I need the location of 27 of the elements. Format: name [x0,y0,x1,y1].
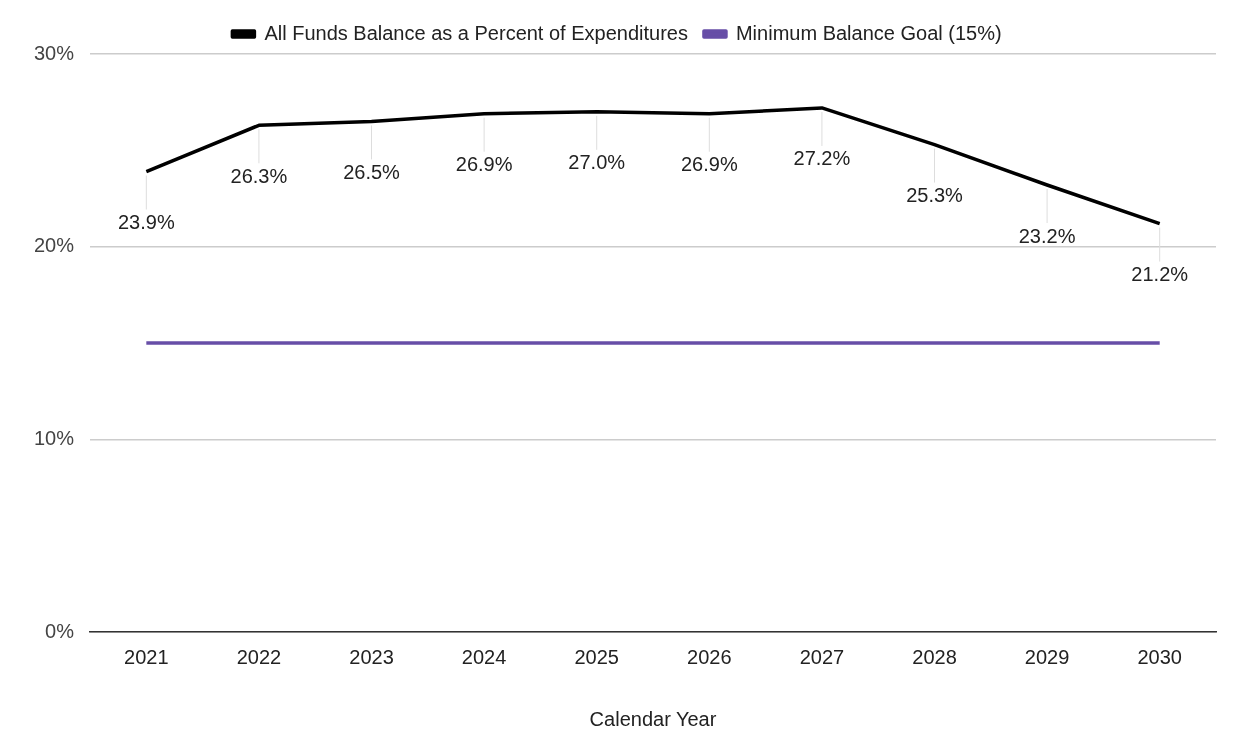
data-label: 26.3% [230,164,288,187]
x-tick-label: 2029 [1024,645,1070,668]
x-tick-label: 2028 [912,645,957,668]
y-tick-label: 30% [34,41,75,64]
data-label: 25.3% [906,184,964,207]
x-tick-label: 2024 [461,645,507,668]
x-tick-label: 2025 [574,645,619,668]
data-label: 21.2% [1131,263,1189,286]
data-label: 26.5% [343,160,401,183]
x-tick-label: 2026 [687,645,732,668]
x-tick-label: 2021 [124,645,169,668]
data-label: 23.2% [1018,224,1076,247]
x-tick-label: 2030 [1137,645,1182,668]
data-label: 23.9% [117,211,175,234]
x-tick-label: 2027 [799,645,845,668]
y-tick-label: 0% [45,619,75,642]
data-label: 27.0% [568,151,626,174]
x-tick-label: 2023 [349,645,394,668]
data-label: 27.2% [793,147,851,170]
data-label: 26.9% [680,153,738,176]
data-label: 26.9% [455,153,513,176]
legend-label: All Funds Balance as a Percent of Expenditures [264,21,688,44]
legend-label: Minimum Balance Goal (15%) [735,21,1002,44]
x-tick-label: 2022 [236,645,282,668]
y-tick-label: 20% [34,234,75,257]
x-axis-title: Calendar Year [589,707,717,730]
y-tick-label: 10% [34,426,75,449]
